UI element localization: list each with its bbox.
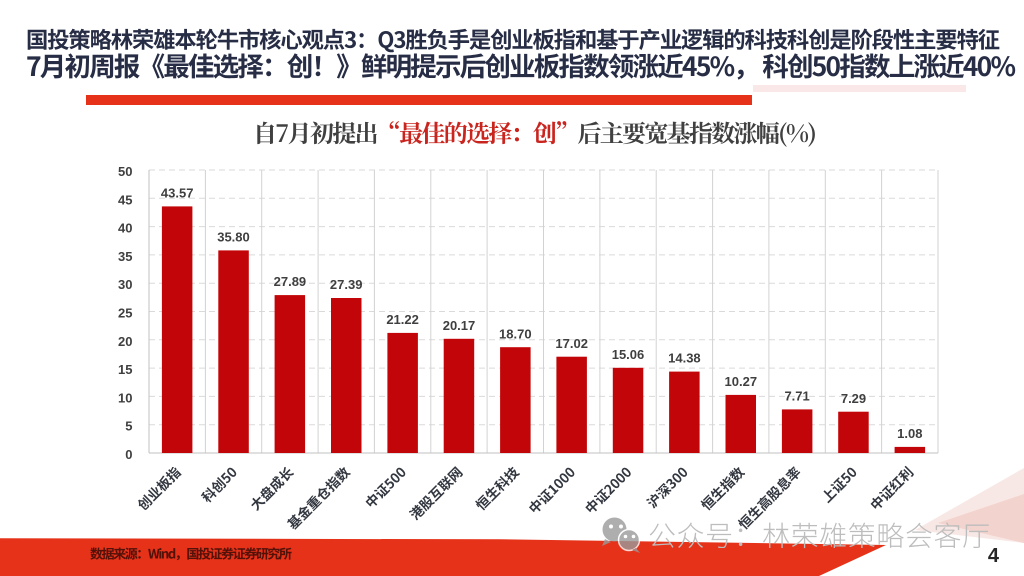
svg-text:1.08: 1.08 xyxy=(897,426,922,441)
svg-text:7.29: 7.29 xyxy=(841,391,866,406)
svg-text:14.38: 14.38 xyxy=(668,351,701,366)
svg-text:15.06: 15.06 xyxy=(612,347,645,362)
svg-text:10.27: 10.27 xyxy=(725,374,758,389)
svg-text:15: 15 xyxy=(118,362,132,377)
svg-text:5: 5 xyxy=(125,419,132,434)
svg-text:45: 45 xyxy=(118,192,132,207)
svg-text:25: 25 xyxy=(118,306,132,321)
svg-text:20: 20 xyxy=(118,334,132,349)
svg-text:0: 0 xyxy=(125,447,132,462)
svg-text:35.80: 35.80 xyxy=(217,230,250,245)
svg-text:18.70: 18.70 xyxy=(499,326,532,341)
svg-text:27.39: 27.39 xyxy=(330,277,363,292)
svg-text:27.89: 27.89 xyxy=(274,274,307,289)
svg-text:17.02: 17.02 xyxy=(555,336,588,351)
svg-text:20.17: 20.17 xyxy=(443,318,476,333)
svg-text:40: 40 xyxy=(118,221,132,236)
svg-text:35: 35 xyxy=(118,249,132,264)
svg-text:4: 4 xyxy=(988,545,1000,567)
svg-text:7.71: 7.71 xyxy=(784,389,809,404)
svg-text:50: 50 xyxy=(118,164,132,179)
svg-text:10: 10 xyxy=(118,390,132,405)
svg-text:43.57: 43.57 xyxy=(161,186,194,201)
svg-text:21.22: 21.22 xyxy=(386,312,419,327)
svg-text:30: 30 xyxy=(118,277,132,292)
